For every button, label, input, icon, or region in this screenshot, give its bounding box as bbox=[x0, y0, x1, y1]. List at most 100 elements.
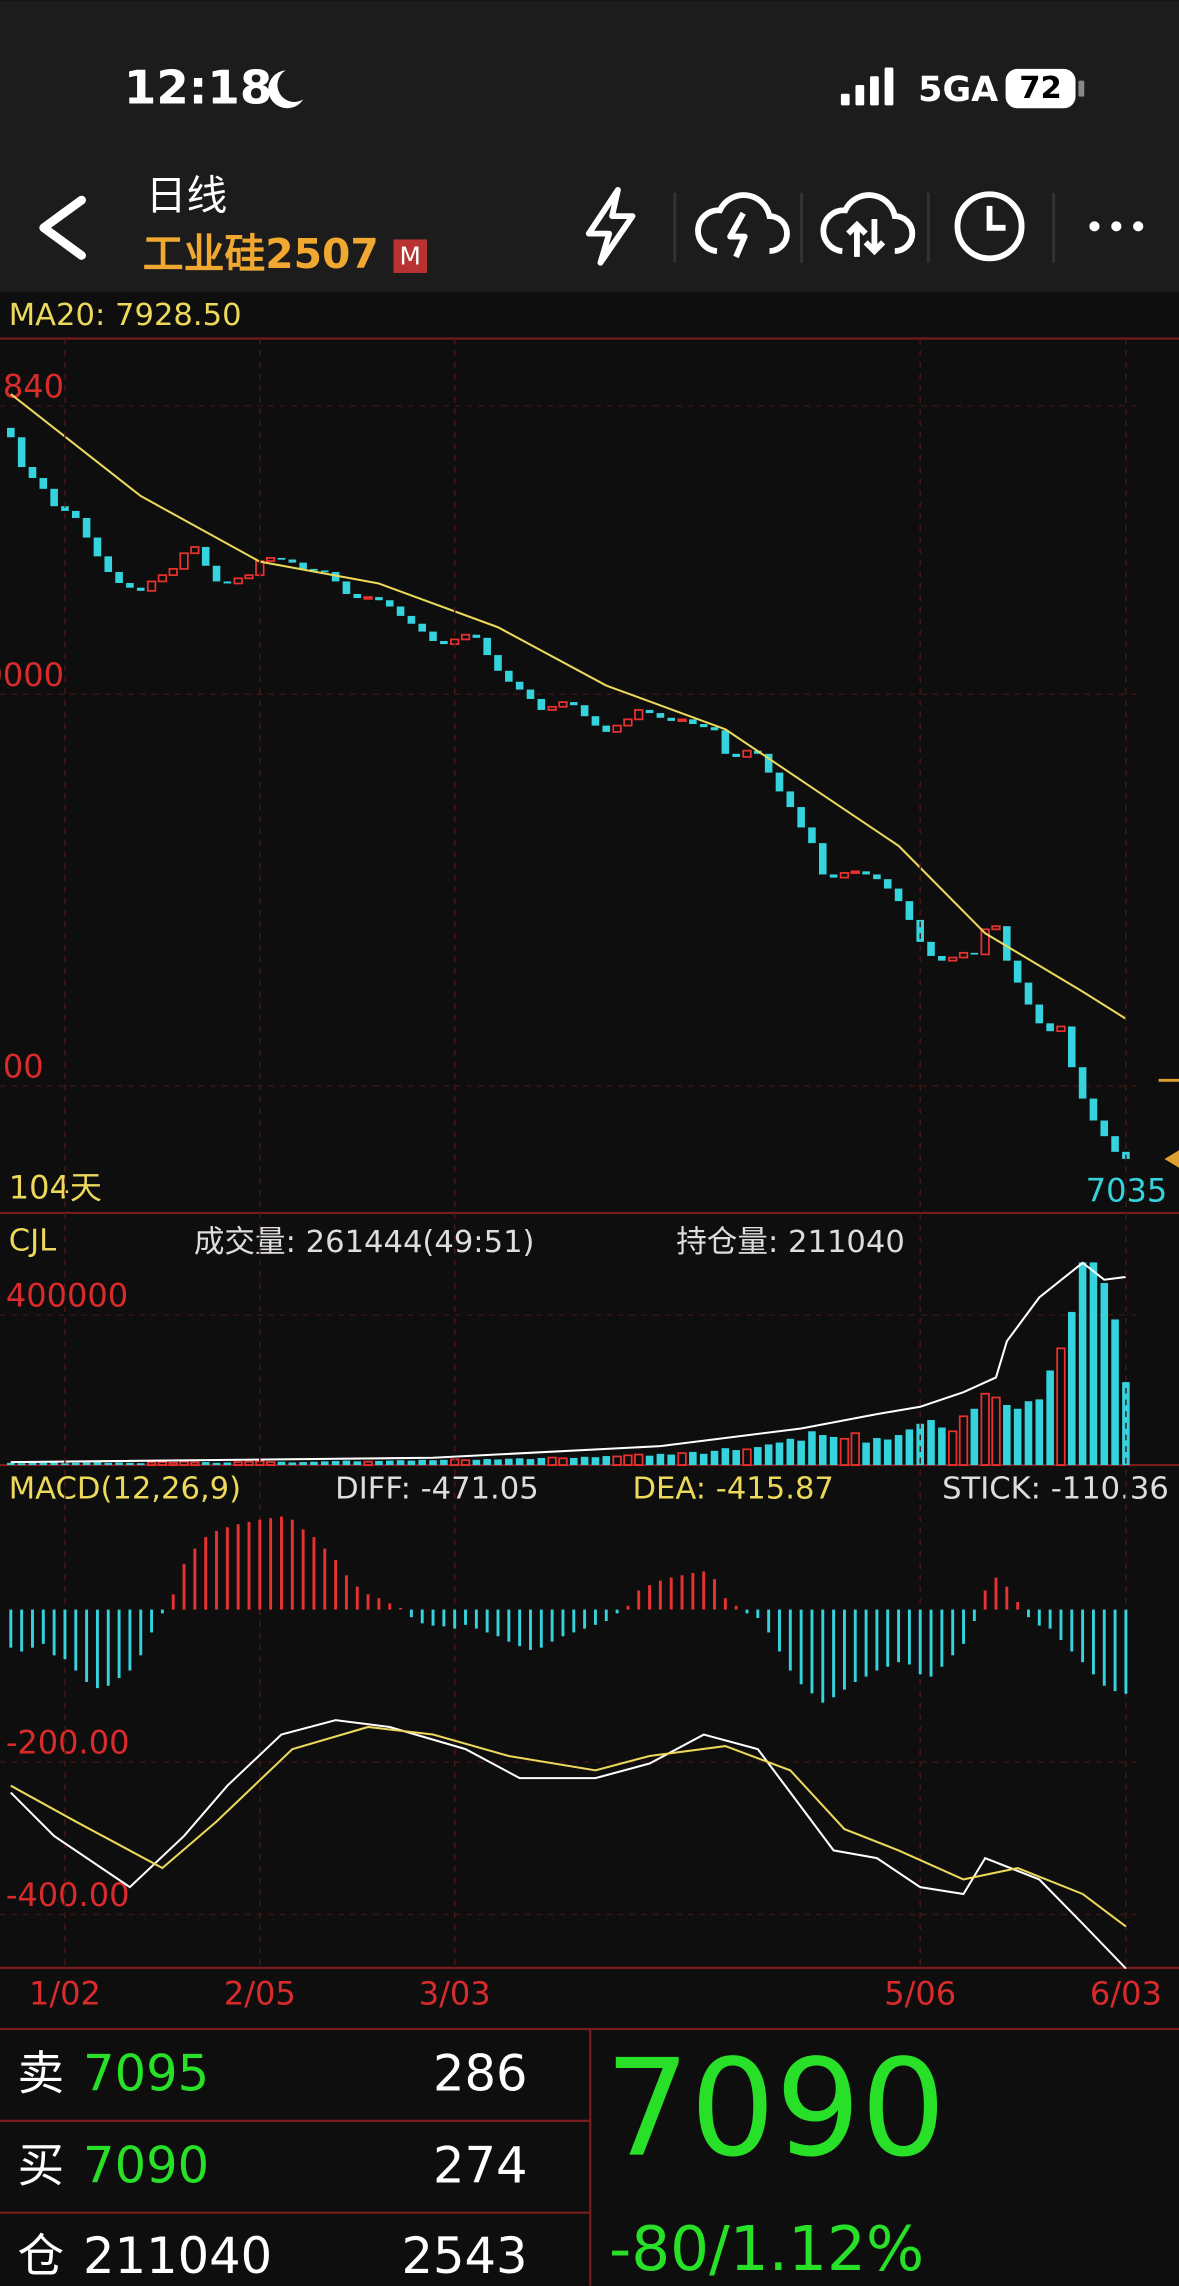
history-button[interactable] bbox=[954, 191, 1025, 262]
volume-bar bbox=[1089, 1262, 1098, 1466]
candle bbox=[883, 879, 892, 889]
volume-bar bbox=[363, 1460, 373, 1466]
volume-bar bbox=[721, 1448, 730, 1466]
candle bbox=[244, 574, 254, 580]
volume-bar bbox=[980, 1392, 990, 1466]
candle bbox=[873, 874, 881, 880]
quote-row-amount: 2543 bbox=[401, 2227, 527, 2285]
candle bbox=[299, 562, 307, 569]
candle bbox=[980, 928, 990, 956]
candle bbox=[223, 581, 232, 584]
volume-bar bbox=[440, 1459, 448, 1466]
volume-bar bbox=[526, 1459, 535, 1466]
quote-row-amount: 274 bbox=[433, 2136, 528, 2194]
volume-bar bbox=[591, 1457, 600, 1466]
macd-title: MACD(12,26,9) bbox=[9, 1471, 241, 1506]
candle bbox=[320, 570, 329, 573]
volume-bar bbox=[991, 1396, 1001, 1466]
candle bbox=[905, 901, 914, 920]
candle bbox=[894, 888, 903, 902]
candle bbox=[645, 709, 654, 714]
badge-bg bbox=[393, 239, 428, 273]
quote-row-amount: 286 bbox=[433, 2045, 528, 2103]
volume-bar bbox=[157, 1461, 168, 1466]
candle bbox=[265, 557, 276, 562]
candle bbox=[591, 716, 600, 726]
volume-bar bbox=[136, 1463, 145, 1466]
candle bbox=[418, 623, 427, 632]
candle bbox=[385, 600, 394, 607]
volume-bar bbox=[168, 1461, 178, 1466]
candle bbox=[93, 537, 102, 557]
candle bbox=[612, 724, 622, 733]
volume-bar bbox=[883, 1439, 892, 1466]
volume-bar bbox=[850, 1432, 860, 1466]
moon-icon bbox=[268, 70, 304, 109]
candle bbox=[61, 506, 69, 511]
candle bbox=[526, 689, 535, 699]
volume-bar bbox=[179, 1460, 189, 1466]
volume-bar bbox=[39, 1462, 48, 1466]
price-change: -80/1.12% bbox=[609, 2214, 924, 2285]
volume-bar bbox=[494, 1459, 502, 1466]
diff-label: DIFF: -471.05 bbox=[335, 1471, 539, 1506]
candle bbox=[483, 637, 491, 656]
cloud-sync-button[interactable] bbox=[820, 192, 916, 257]
days-label: 104天 bbox=[9, 1169, 102, 1207]
candle bbox=[569, 702, 578, 706]
volume-bar bbox=[61, 1463, 69, 1466]
candle bbox=[1067, 1026, 1076, 1068]
volume-bar bbox=[472, 1459, 481, 1466]
volume-bar bbox=[797, 1440, 805, 1466]
candle bbox=[991, 925, 1001, 931]
volume-bar bbox=[786, 1438, 795, 1466]
candle bbox=[839, 872, 850, 879]
candle bbox=[958, 951, 969, 959]
candle bbox=[342, 581, 351, 594]
price-marker bbox=[1164, 1150, 1179, 1168]
back-button[interactable] bbox=[39, 195, 86, 260]
quote-row-label: 仓 bbox=[17, 2229, 64, 2283]
more-button[interactable] bbox=[1089, 221, 1144, 232]
candle bbox=[126, 582, 134, 588]
y-tick-label: -200.00 bbox=[6, 1724, 130, 1762]
candle bbox=[7, 427, 15, 438]
volume-bar bbox=[310, 1461, 318, 1466]
volume-bar bbox=[28, 1462, 37, 1466]
lightning-button[interactable] bbox=[585, 186, 636, 266]
volume-bar bbox=[375, 1460, 383, 1466]
dea-label: DEA: -415.87 bbox=[632, 1471, 833, 1506]
volume-bar bbox=[1024, 1401, 1033, 1466]
volume-bar bbox=[1111, 1319, 1119, 1466]
x-tick-label: 5/06 bbox=[884, 1975, 956, 2013]
diff-line bbox=[10, 1719, 1127, 1970]
y-tick-label: 7500 bbox=[0, 1048, 44, 1086]
candle bbox=[862, 871, 870, 875]
candle bbox=[50, 488, 58, 507]
volume-bar bbox=[558, 1457, 568, 1466]
candle bbox=[363, 596, 373, 600]
open_interest-line bbox=[10, 1261, 1127, 1464]
volume-bar bbox=[667, 1454, 676, 1466]
candle bbox=[71, 510, 80, 518]
candle bbox=[212, 565, 221, 582]
candle bbox=[460, 633, 471, 641]
candle bbox=[732, 753, 740, 757]
cloud-flash-button[interactable] bbox=[695, 192, 790, 259]
volume-bar bbox=[429, 1460, 437, 1466]
candle bbox=[201, 546, 210, 566]
last-price: 7090 bbox=[605, 2031, 946, 2187]
volume-bar bbox=[916, 1423, 925, 1466]
volume-bar bbox=[17, 1463, 26, 1466]
volume-bar bbox=[320, 1461, 329, 1466]
candle bbox=[1046, 1023, 1054, 1032]
volume-title: CJL bbox=[9, 1224, 56, 1259]
volume-bar bbox=[201, 1462, 210, 1466]
volume-bar bbox=[288, 1462, 297, 1466]
volume-bar bbox=[385, 1460, 394, 1466]
quote-row-label: 买 bbox=[17, 2138, 64, 2192]
volume-bar bbox=[515, 1458, 524, 1466]
volume-bar bbox=[634, 1453, 644, 1466]
